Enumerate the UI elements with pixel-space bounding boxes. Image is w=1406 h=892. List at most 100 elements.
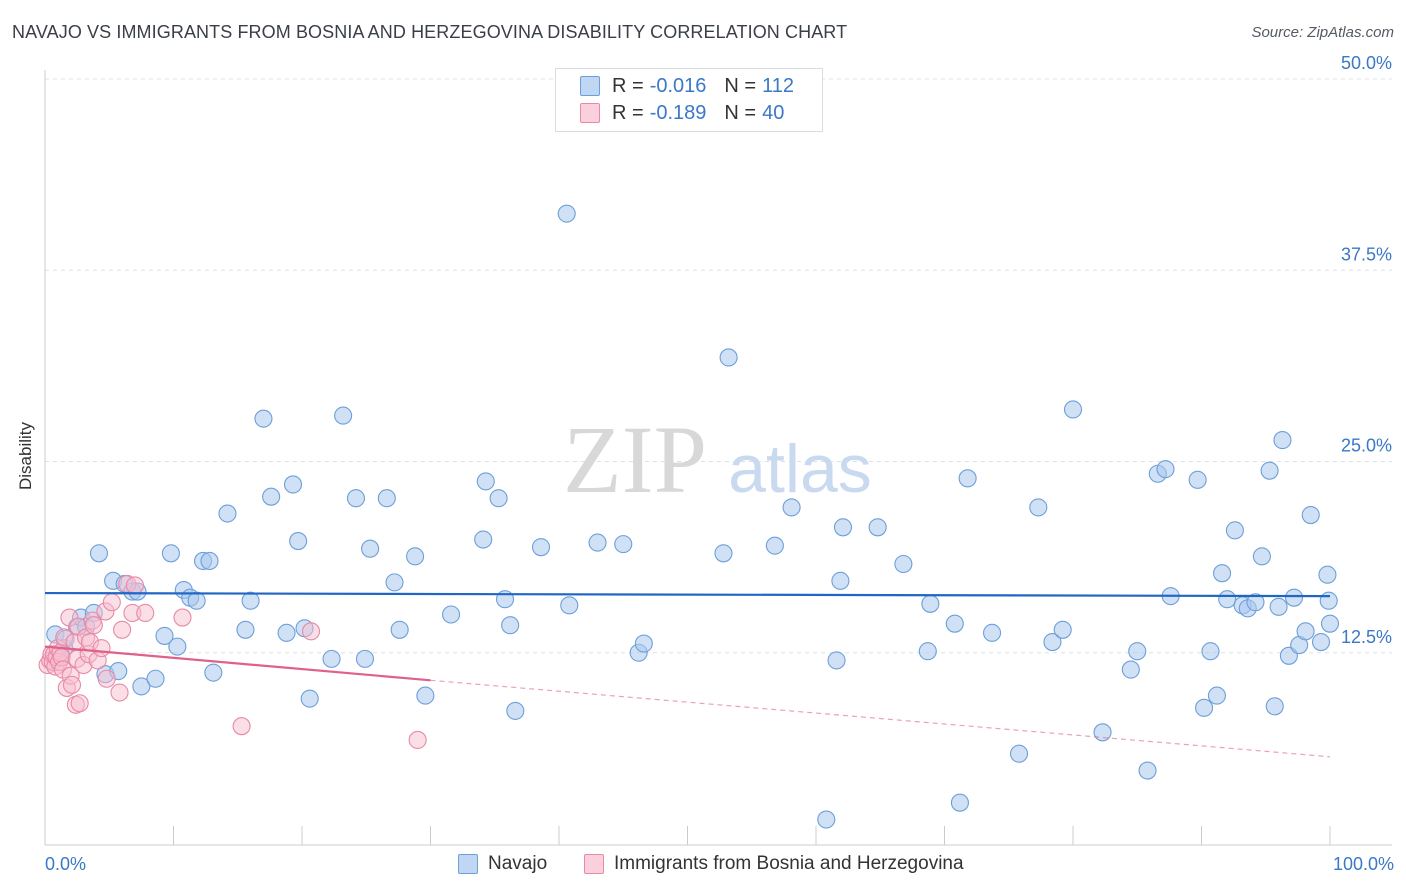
y-tick-label: 12.5% [1341, 627, 1392, 647]
navajo-point [1269, 597, 1288, 616]
navajo-point [1319, 591, 1338, 610]
watermark-zip: ZIP [563, 406, 707, 513]
navajo-points [46, 204, 1340, 829]
source-credit: Source: ZipAtlas.com [1251, 24, 1394, 41]
navajo-point [1093, 723, 1112, 742]
x-tick-labels: 0.0% 100.0% [45, 854, 1394, 874]
bosnia-n-label: N = [724, 101, 757, 124]
navajo-point [377, 489, 396, 508]
navajo-point [719, 348, 738, 367]
y-tick-label: 50.0% [1341, 53, 1392, 73]
navajo-legend-swatch [458, 854, 478, 874]
navajo-point [1265, 697, 1284, 716]
navajo-point [1128, 642, 1147, 661]
navajo-point [289, 532, 308, 551]
navajo-point [322, 649, 341, 668]
navajo-point [782, 498, 801, 517]
navajo-point [1225, 521, 1244, 540]
bosnia-point [301, 622, 321, 641]
bosnia-point [97, 669, 116, 688]
bosnia-point [92, 639, 111, 658]
navajo-point [506, 701, 525, 720]
navajo-point [894, 554, 913, 574]
bosnia-r-label: R = [612, 101, 644, 124]
navajo-point [1207, 686, 1226, 705]
navajo-point [1218, 590, 1237, 609]
navajo-point [950, 793, 969, 812]
navajo-point [254, 409, 273, 428]
navajo-point [476, 472, 495, 491]
navajo-point [1296, 622, 1315, 641]
navajo-point [1284, 588, 1304, 607]
navajo-point [1188, 470, 1207, 489]
navajo-point [501, 616, 520, 635]
navajo-point [283, 475, 303, 494]
bosnia-point [102, 593, 121, 612]
navajo-point [416, 686, 435, 705]
bosnia-point [136, 603, 155, 623]
navajo-point [200, 551, 219, 571]
navajo-point [765, 536, 784, 555]
x-tick-label-max: 100.0% [1333, 854, 1394, 874]
legend-row-bosnia: R = -0.189 N = 40 [580, 100, 784, 126]
navajo-point [1201, 642, 1220, 661]
gridlines [45, 78, 1392, 654]
bosnia-legend-label: Immigrants from Bosnia and Herzegovina [614, 853, 964, 874]
navajo-point [155, 626, 174, 645]
navajo-point [146, 669, 165, 688]
bosnia-n-value: 40 [762, 101, 785, 124]
bosnia-point [408, 730, 427, 750]
navajo-point [406, 547, 425, 566]
navajo-point [132, 677, 151, 696]
navajo-point [1273, 431, 1292, 450]
navajo-point [831, 571, 850, 590]
navajo-r-label: R = [612, 74, 644, 97]
navajo-point [1029, 498, 1048, 517]
navajo-point [1063, 400, 1083, 419]
navajo-point [1156, 460, 1175, 479]
navajo-point [714, 544, 733, 563]
navajo-r-value: -0.016 [649, 74, 707, 97]
navajo-point [1301, 505, 1320, 525]
navajo-point [1053, 620, 1072, 639]
navajo-point [161, 544, 180, 563]
correlation-legend: R = -0.016 N = 112 R = -0.189 N = 40 [555, 68, 823, 132]
navajo-point [346, 489, 366, 508]
navajo-point [557, 204, 576, 223]
navajo-trend-line [44, 591, 1331, 598]
bosnia-point [70, 694, 89, 713]
navajo-point [1009, 744, 1029, 763]
navajo-point [560, 596, 579, 615]
navajo-swatch [580, 76, 600, 96]
navajo-point [361, 539, 380, 558]
trend-lines [44, 591, 1331, 758]
navajo-point [1318, 565, 1337, 584]
bosnia-point [84, 616, 103, 635]
navajo-point [168, 637, 187, 656]
bottom-legend-bosnia: Immigrants from Bosnia and Herzegovina [584, 852, 964, 876]
watermark: ZIP atlas [563, 406, 872, 513]
navajo-point [300, 689, 319, 708]
bosnia-swatch [580, 103, 600, 123]
navajo-point [1138, 761, 1157, 780]
navajo-point [918, 642, 937, 661]
navajo-point [531, 538, 551, 557]
chart-title: NAVAJO VS IMMIGRANTS FROM BOSNIA AND HER… [12, 22, 848, 42]
navajo-point [1260, 461, 1279, 480]
navajo-point [868, 518, 887, 537]
navajo-point [945, 614, 964, 633]
navajo-legend-label: Navajo [488, 853, 548, 874]
navajo-point [1311, 632, 1331, 652]
navajo-point [817, 810, 836, 829]
navajo-point [489, 489, 508, 508]
navajo-point [827, 651, 846, 670]
navajo-point [614, 535, 633, 554]
navajo-point [442, 605, 461, 624]
bottom-legend-navajo: Navajo [458, 852, 547, 876]
navajo-point [1252, 547, 1271, 566]
axes [44, 70, 1392, 846]
navajo-point [204, 663, 223, 682]
bosnia-point [232, 717, 251, 736]
navajo-point [1213, 564, 1232, 583]
